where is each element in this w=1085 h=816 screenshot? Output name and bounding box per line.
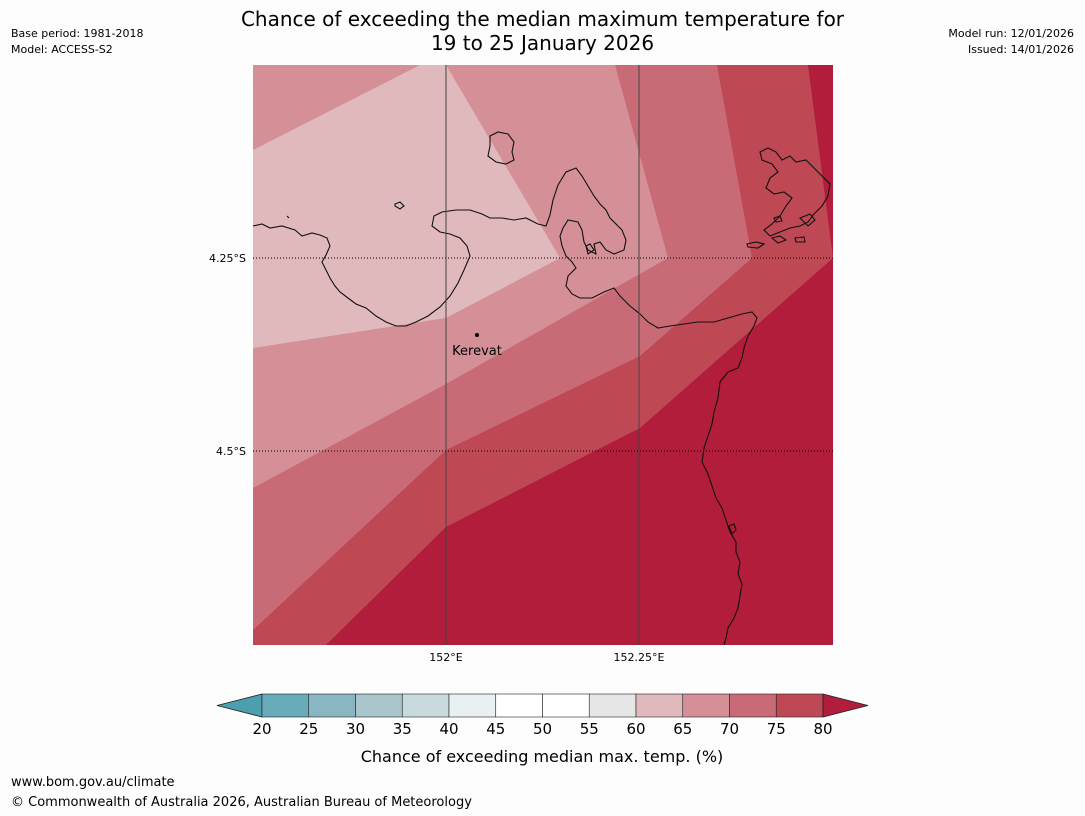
colorbar-legend: 20 25 30 35 40 45 50 55 60 65 70 75 80 [216, 693, 869, 738]
colorbar-cell [682, 693, 730, 718]
title-line-2: 19 to 25 January 2026 [430, 31, 655, 55]
colorbar-cell [261, 693, 310, 718]
chart-title: Chance of exceeding the median maximum t… [0, 7, 1085, 55]
kerevat-marker [475, 333, 479, 337]
colorbar-cell [401, 693, 450, 718]
footer-url: www.bom.gov.au/climate [11, 775, 175, 790]
colorbar-cell [308, 693, 356, 718]
lat-label-1: 4.25°S [209, 252, 246, 265]
colorbar-tick-label: 75 [767, 720, 786, 738]
footer-copyright: © Commonwealth of Australia 2026, Austra… [11, 795, 472, 810]
colorbar-label: Chance of exceeding median max. temp. (%… [361, 747, 724, 766]
lat-label-2: 4.5°S [216, 445, 246, 458]
colorbar-tick-label: 50 [533, 720, 552, 738]
coastline [253, 131, 831, 645]
colorbar-cell [588, 693, 637, 718]
colorbar-tick-label: 25 [299, 720, 318, 738]
issued-date: Issued: 14/01/2026 [967, 43, 1074, 56]
base-period: Base period: 1981-2018 [11, 27, 144, 40]
model-name: Model: ACCESS-S2 [11, 43, 113, 56]
colorbar-cell [729, 693, 777, 718]
colorbar-tick-label: 35 [393, 720, 412, 738]
place-label-kerevat: Kerevat [452, 344, 502, 359]
colorbar-tick-label: 70 [720, 720, 739, 738]
colorbar-cell [495, 693, 543, 718]
colorbar-tick-label: 20 [252, 720, 271, 738]
colorbar-tick-label: 30 [346, 720, 365, 738]
gridlines [253, 65, 833, 645]
colorbar-extend-high [822, 693, 869, 718]
colorbar-tick-label: 60 [626, 720, 645, 738]
colorbar-tick-label: 65 [673, 720, 692, 738]
lon-label-2: 152.25°E [614, 651, 665, 664]
colorbar-tick-label: 80 [813, 720, 832, 738]
colorbar-extend-low [216, 693, 263, 718]
meta-left: Base period: 1981-2018 Model: ACCESS-S2 [11, 26, 143, 58]
colorbar-tick-label: 45 [486, 720, 505, 738]
colorbar-cell [448, 693, 497, 718]
colorbar-tick-label: 40 [439, 720, 458, 738]
colorbar-cell [355, 693, 403, 718]
meta-right: Model run: 12/01/2026 Issued: 14/01/2026 [948, 26, 1074, 58]
colorbar-tick-label: 55 [580, 720, 599, 738]
lon-label-1: 152°E [429, 651, 462, 664]
colorbar-cell [542, 693, 590, 718]
title-line-1: Chance of exceeding the median maximum t… [240, 7, 845, 31]
model-run: Model run: 12/01/2026 [948, 27, 1074, 40]
map-panel [253, 65, 833, 645]
colorbar-cell [635, 693, 684, 718]
colorbar-cell [775, 693, 824, 718]
